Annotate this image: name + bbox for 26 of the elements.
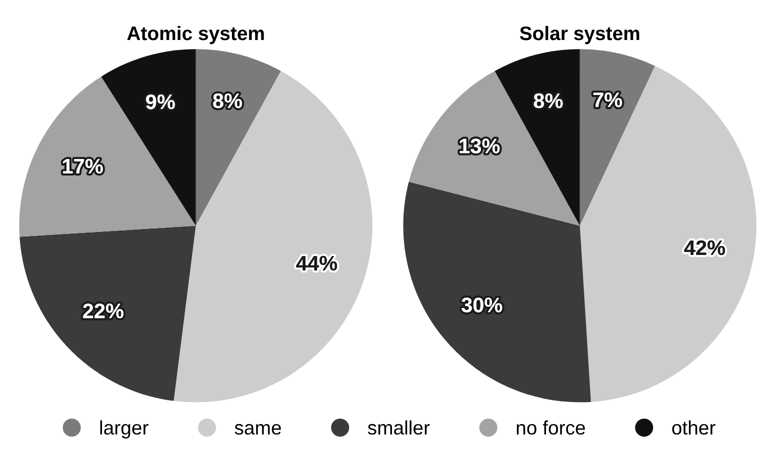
legend-label: smaller (368, 420, 430, 435)
pie-slice (196, 49, 281, 226)
pie-slice (403, 182, 591, 402)
legend-label: other (672, 420, 716, 435)
data-label: 9% (146, 94, 175, 110)
data-label: 8% (534, 93, 563, 108)
data-label: 42% (684, 240, 726, 256)
legend-label: same (234, 424, 281, 435)
data-label: 17% (63, 158, 103, 174)
pie-slice (101, 49, 196, 226)
data-label: 13% (460, 138, 500, 154)
pie-slice (580, 49, 656, 226)
chart-title: Atomic system (127, 26, 264, 44)
legend-label: no force (516, 420, 585, 435)
data-label: 22% (83, 304, 124, 318)
data-label: 8% (213, 93, 242, 108)
data-label: 7% (593, 92, 622, 108)
data-label: 44% (296, 256, 338, 271)
pie-slice (408, 70, 580, 226)
pie-slice (19, 76, 196, 237)
chart-title: Solar system (520, 26, 640, 44)
pie-slice (20, 226, 196, 401)
legend-label: larger (100, 420, 148, 438)
data-label: 30% (462, 298, 502, 312)
pie-slice (174, 70, 372, 402)
pie-slice (580, 66, 756, 402)
